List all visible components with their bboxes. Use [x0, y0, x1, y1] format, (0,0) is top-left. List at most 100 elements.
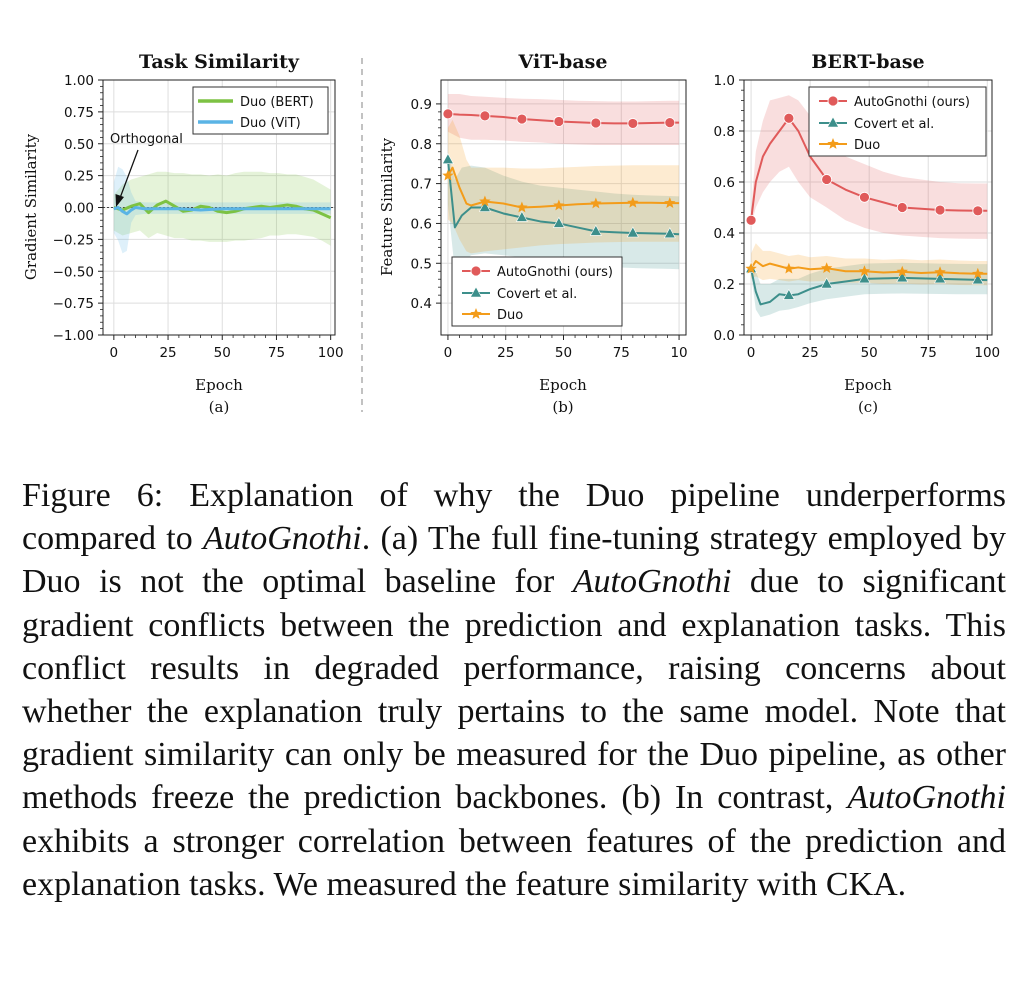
y-axis-label: Feature Similarity	[378, 137, 396, 276]
plot-frame	[102, 79, 336, 336]
x-tick-label: 0	[747, 345, 756, 361]
chart-title: Task Similarity	[139, 51, 300, 73]
y-tick-label: 0.7	[411, 177, 432, 193]
panel-label: (c)	[858, 398, 878, 416]
x-axis-label: Epoch	[844, 376, 892, 394]
data-point	[442, 169, 454, 181]
series-band	[751, 262, 988, 318]
y-tick-label: 0.4	[714, 226, 735, 242]
y-tick-label: 0.5	[411, 256, 432, 272]
legend-swatch-duo	[462, 308, 490, 319]
y-tick-label: 0.25	[64, 169, 94, 185]
y-tick-label: −1.00	[53, 328, 94, 344]
legend-label-autognothi: AutoGnothi (ours)	[854, 95, 970, 110]
data-point	[590, 117, 602, 129]
chart-title: BERT-base	[811, 51, 924, 73]
series-band	[751, 243, 988, 286]
data-point	[783, 112, 795, 124]
data-point	[820, 277, 833, 289]
legend-label-duo: Duo	[497, 308, 523, 323]
plot-frame	[743, 79, 993, 336]
data-point	[516, 201, 528, 213]
x-axis-label: Epoch	[195, 376, 243, 394]
data-point	[479, 110, 491, 122]
data-point	[553, 199, 565, 211]
data-point	[782, 288, 795, 300]
data-point	[479, 195, 491, 207]
data-point	[627, 196, 639, 208]
legend-marker	[470, 265, 482, 277]
series-band	[447, 119, 680, 254]
x-tick-label: 75	[920, 345, 937, 361]
x-axis-label: Epoch	[539, 376, 587, 394]
legend-swatch-covert	[462, 286, 490, 298]
y-tick-label: 0.8	[411, 137, 432, 153]
legend-label-duo-vit: Duo (ViT)	[240, 116, 301, 131]
caption-text-3: due to significant gradient conflicts be…	[22, 563, 1007, 817]
x-tick-label: 50	[861, 345, 878, 361]
data-point	[896, 202, 908, 213]
legend-label-duo-bert: Duo (BERT)	[240, 95, 314, 110]
legend-marker	[470, 308, 482, 319]
panel-label: (b)	[552, 398, 573, 416]
legend-label-autognothi: AutoGnothi (ours)	[497, 265, 613, 280]
y-tick-label: 0.50	[64, 137, 94, 153]
series-line	[113, 199, 332, 220]
caption-method-name: AutoGnothi	[572, 563, 732, 601]
legend-marker	[827, 95, 839, 107]
data-point	[664, 197, 676, 208]
data-point	[553, 116, 565, 127]
legend-label-covert: Covert et al.	[497, 287, 577, 302]
caption-text-4: exhibits a stronger correlation between …	[22, 822, 1006, 903]
x-tick-label: 50	[214, 345, 231, 361]
y-tick-label: −0.75	[53, 296, 94, 312]
x-tick-label: 10	[670, 345, 687, 361]
chart-title: ViT-base	[518, 51, 608, 73]
data-point	[934, 266, 946, 278]
data-point	[590, 197, 602, 209]
y-tick-label: 0.00	[64, 201, 94, 217]
y-tick-label: 0.6	[714, 175, 735, 191]
data-point	[516, 113, 528, 125]
caption-method-name: AutoGnothi	[203, 520, 362, 558]
data-point	[441, 153, 454, 164]
y-tick-label: −0.50	[53, 264, 94, 280]
annotation-arrow	[119, 149, 139, 199]
data-point	[859, 191, 870, 203]
legend-marker	[469, 286, 483, 298]
data-point	[442, 108, 454, 120]
data-point	[820, 262, 833, 274]
x-tick-label: 75	[268, 345, 285, 361]
y-tick-label: 0.6	[411, 216, 432, 232]
orthogonal-annotation: Orthogonal	[110, 132, 183, 147]
data-point	[821, 174, 833, 185]
chart-task-similarity: 0 25 50 75 100 −1.00 −0.75 −0.50 −0.25 0.00 0.25 0.…	[22, 51, 344, 416]
y-tick-label: 1.00	[64, 73, 94, 89]
data-point	[627, 118, 639, 129]
y-tick-label: 0.4	[411, 296, 432, 312]
x-tick-label: 100	[318, 345, 344, 361]
data-point	[858, 265, 871, 277]
legend: AutoGnothi (ours) Covert et al. Duo	[451, 256, 623, 327]
series-line	[113, 206, 331, 216]
x-tick-label: 25	[802, 345, 819, 361]
legend-label-duo: Duo	[854, 138, 880, 153]
data-point	[934, 272, 947, 284]
caption-text-1: Explanation of why the Duo pipeline unde…	[22, 477, 1006, 558]
legend-swatch-autognothi	[819, 95, 847, 107]
chart-bert-base: 0 25 50 75 100 0.0 0.2 0.4 0.6 0.8 1.0 BERT-base E…	[714, 51, 1001, 416]
legend-swatch-covert	[819, 116, 847, 128]
data-point	[745, 262, 757, 274]
y-tick-label: 0.8	[714, 124, 735, 140]
y-tick-label: 0.0	[714, 328, 735, 344]
data-point	[972, 267, 984, 279]
panel-label: (a)	[209, 398, 230, 416]
figure-6: 0 25 50 75 100−1.00−0.75−0.50−0.250.000.250.…	[22, 51, 1001, 416]
data-point	[745, 214, 757, 226]
figure-caption: Figure 6: Explanation of why the Duo pip…	[22, 474, 1006, 906]
x-tick-label: 0	[110, 345, 119, 361]
data-point	[663, 227, 676, 239]
y-tick-label: 1.0	[714, 73, 735, 89]
data-point	[626, 226, 639, 238]
data-point	[896, 265, 908, 277]
